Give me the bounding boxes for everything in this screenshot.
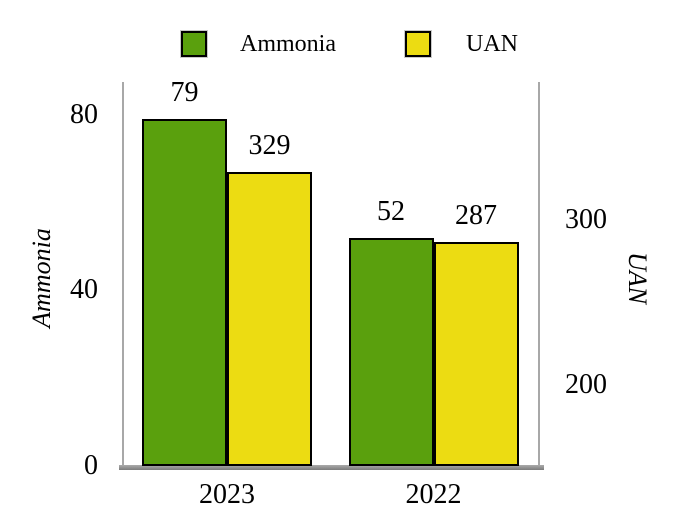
right-axis-tick-200: 200 [565, 368, 607, 400]
bar-value-ammonia-2023: 79 [170, 77, 199, 109]
bar-uan-2022 [433, 241, 519, 466]
category-label-2023: 2023 [199, 479, 255, 510]
x-axis-baseline [119, 465, 544, 470]
left-axis-line [122, 82, 124, 466]
bar-ammonia-2023 [142, 119, 227, 466]
bar-ammonia-2022 [348, 237, 434, 466]
legend-label-ammonia: Ammonia [240, 31, 336, 57]
ammonia-legend-swatch-icon [181, 31, 207, 57]
left-axis-tick-80: 80 [70, 98, 98, 130]
category-label-2022: 2022 [405, 479, 462, 510]
bar-value-uan-2022: 287 [455, 199, 497, 231]
uan-legend-swatch-icon [405, 31, 431, 57]
left-axis-title: Ammonia [27, 228, 56, 328]
bar-value-ammonia-2022: 52 [377, 195, 405, 227]
left-axis-tick-0: 0 [84, 450, 98, 481]
right-axis-title: UAN [623, 252, 652, 304]
bar-value-uan-2023: 329 [248, 130, 291, 162]
right-axis-tick-300: 300 [565, 204, 607, 236]
legend-label-uan: UAN [466, 31, 518, 57]
left-axis-tick-40: 40 [70, 274, 98, 306]
right-axis-line [538, 82, 540, 466]
bar-uan-2023 [227, 172, 312, 466]
